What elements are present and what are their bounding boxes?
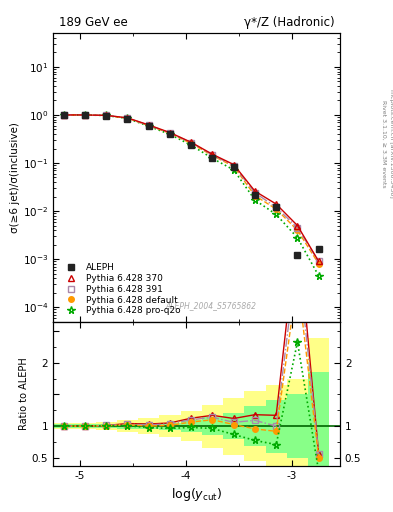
Line: Pythia 6.428 pro-q2o: Pythia 6.428 pro-q2o (60, 111, 323, 280)
ALEPH (146, 122, 151, 129)
Pythia 6.428 default (210, 153, 215, 159)
Line: ALEPH: ALEPH (61, 112, 322, 259)
ALEPH (125, 116, 130, 122)
Pythia 6.428 pro-q2o (316, 273, 321, 279)
Pythia 6.428 default (61, 112, 66, 118)
Pythia 6.428 370 (189, 139, 193, 145)
Pythia 6.428 391 (125, 115, 130, 121)
Pythia 6.428 pro-q2o (83, 112, 87, 118)
ALEPH (316, 246, 321, 252)
Pythia 6.428 pro-q2o (167, 131, 172, 137)
Text: γ*/Z (Hadronic): γ*/Z (Hadronic) (244, 16, 334, 29)
Pythia 6.428 370 (210, 151, 215, 157)
Pythia 6.428 370 (167, 130, 172, 136)
Pythia 6.428 391 (167, 130, 172, 136)
Pythia 6.428 391 (295, 225, 300, 231)
Pythia 6.428 default (104, 113, 108, 119)
Pythia 6.428 370 (295, 223, 300, 229)
Pythia 6.428 370 (316, 258, 321, 264)
Pythia 6.428 pro-q2o (231, 167, 236, 173)
Text: 189 GeV ee: 189 GeV ee (59, 16, 128, 29)
Pythia 6.428 391 (274, 204, 279, 210)
Pythia 6.428 391 (104, 112, 108, 118)
Y-axis label: σ(≥6 jet)/σ(inclusive): σ(≥6 jet)/σ(inclusive) (10, 122, 20, 233)
Pythia 6.428 391 (231, 163, 236, 169)
Pythia 6.428 370 (274, 201, 279, 207)
Pythia 6.428 pro-q2o (61, 112, 66, 118)
ALEPH (295, 252, 300, 259)
Legend: ALEPH, Pythia 6.428 370, Pythia 6.428 391, Pythia 6.428 default, Pythia 6.428 pr: ALEPH, Pythia 6.428 370, Pythia 6.428 39… (57, 261, 182, 317)
Pythia 6.428 391 (146, 122, 151, 129)
Pythia 6.428 370 (83, 112, 87, 118)
Pythia 6.428 default (274, 206, 279, 212)
Pythia 6.428 pro-q2o (146, 123, 151, 129)
Line: Pythia 6.428 default: Pythia 6.428 default (61, 112, 321, 267)
Pythia 6.428 default (146, 122, 151, 129)
Pythia 6.428 pro-q2o (295, 234, 300, 241)
ALEPH (189, 142, 193, 148)
Pythia 6.428 pro-q2o (210, 155, 215, 161)
ALEPH (104, 113, 108, 119)
ALEPH (83, 112, 87, 118)
Pythia 6.428 391 (210, 152, 215, 158)
Pythia 6.428 default (295, 227, 300, 233)
Pythia 6.428 370 (231, 161, 236, 167)
Pythia 6.428 default (231, 163, 236, 169)
Pythia 6.428 pro-q2o (189, 142, 193, 148)
Pythia 6.428 default (316, 261, 321, 267)
Pythia 6.428 391 (61, 112, 66, 118)
Pythia 6.428 default (125, 115, 130, 121)
Pythia 6.428 pro-q2o (125, 115, 130, 121)
Pythia 6.428 391 (253, 190, 257, 196)
Pythia 6.428 pro-q2o (253, 197, 257, 203)
ALEPH (61, 112, 66, 118)
ALEPH (231, 164, 236, 170)
Pythia 6.428 391 (189, 140, 193, 146)
Pythia 6.428 391 (83, 112, 87, 118)
Pythia 6.428 370 (253, 188, 257, 194)
Line: Pythia 6.428 391: Pythia 6.428 391 (61, 112, 321, 264)
Pythia 6.428 391 (316, 258, 321, 264)
Pythia 6.428 pro-q2o (104, 113, 108, 119)
ALEPH (253, 191, 257, 198)
Pythia 6.428 370 (146, 122, 151, 128)
Pythia 6.428 370 (104, 112, 108, 118)
Line: Pythia 6.428 370: Pythia 6.428 370 (61, 112, 321, 264)
Pythia 6.428 default (253, 193, 257, 199)
Pythia 6.428 default (167, 130, 172, 136)
Text: ALEPH_2004_S5765862: ALEPH_2004_S5765862 (165, 301, 256, 310)
Y-axis label: Ratio to ALEPH: Ratio to ALEPH (19, 357, 29, 430)
Pythia 6.428 default (189, 140, 193, 146)
Pythia 6.428 pro-q2o (274, 211, 279, 218)
Text: Rivet 3.1.10, ≥ 3.3M events: Rivet 3.1.10, ≥ 3.3M events (381, 99, 386, 187)
X-axis label: $\log(y_\mathrm{cut})$: $\log(y_\mathrm{cut})$ (171, 486, 222, 503)
ALEPH (210, 155, 215, 161)
ALEPH (167, 131, 172, 137)
Pythia 6.428 370 (125, 115, 130, 121)
Pythia 6.428 default (83, 112, 87, 118)
Text: mcplots.cern.ch [arXiv:1306.3436]: mcplots.cern.ch [arXiv:1306.3436] (389, 89, 393, 198)
ALEPH (274, 204, 279, 210)
Pythia 6.428 370 (61, 112, 66, 118)
